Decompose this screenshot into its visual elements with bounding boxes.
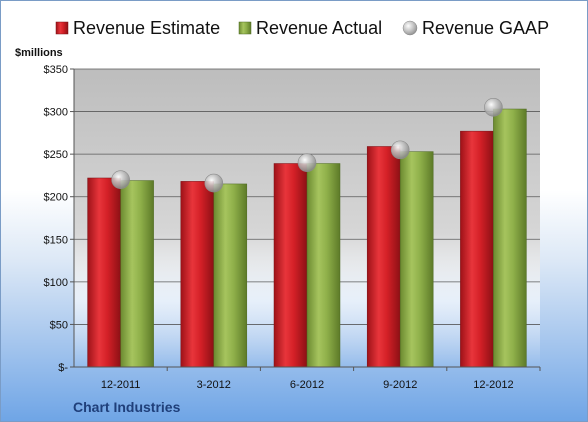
legend-label-revenue-gaap: Revenue GAAP — [422, 18, 549, 38]
bar-revenue-actual — [399, 151, 434, 368]
bar-revenue-estimate — [273, 163, 308, 368]
x-tick-label: 6-2012 — [290, 379, 324, 391]
marker-revenue-gaap — [390, 140, 410, 160]
legend-label-revenue-actual: Revenue Actual — [256, 18, 382, 38]
bar-revenue-estimate — [460, 130, 494, 368]
bar-revenue-estimate — [180, 181, 215, 368]
bar-revenue-actual — [306, 163, 341, 368]
y-axis-label: $millions — [15, 47, 63, 59]
legend-label-revenue-estimate: Revenue Estimate — [73, 18, 220, 38]
legend-swatch-revenue-estimate — [55, 21, 69, 35]
legend-marker-revenue-gaap — [402, 20, 418, 36]
x-tick-label: 9-2012 — [383, 379, 417, 391]
x-axis-ticks: 12-2011 3-2012 6-2012 9-2012 12-2012 — [101, 367, 541, 391]
marker-revenue-gaap — [297, 153, 317, 172]
legend: Revenue Estimate Revenue Actual Revenue … — [55, 18, 549, 38]
bar-revenue-actual — [120, 180, 154, 368]
bar-revenue-actual — [213, 183, 248, 368]
bars — [87, 108, 527, 368]
y-tick-label: $- — [58, 362, 68, 374]
y-tick-label: $200 — [44, 192, 68, 204]
y-tick-label: $350 — [44, 64, 68, 76]
x-tick-label: 3-2012 — [197, 379, 231, 391]
bar-revenue-estimate — [87, 177, 121, 368]
bar-revenue-actual — [493, 108, 527, 368]
bar-revenue-estimate — [366, 146, 401, 368]
x-tick-label: 12-2011 — [101, 379, 141, 391]
marker-revenue-gaap — [111, 170, 130, 189]
y-tick-label: $300 — [44, 107, 68, 119]
y-tick-label: $250 — [44, 149, 68, 161]
y-tick-label: $100 — [44, 277, 68, 289]
y-axis-ticks: $- $50 $100 $150 $200 $250 $300 $350 — [44, 64, 74, 374]
gaap-markers — [111, 98, 503, 193]
marker-revenue-gaap — [484, 98, 503, 117]
y-tick-label: $150 — [44, 234, 68, 246]
legend-swatch-revenue-actual — [238, 21, 252, 35]
company-name: Chart Industries — [73, 399, 181, 415]
marker-revenue-gaap — [204, 173, 224, 193]
y-tick-label: $50 — [50, 319, 68, 331]
x-tick-label: 12-2012 — [473, 379, 513, 391]
